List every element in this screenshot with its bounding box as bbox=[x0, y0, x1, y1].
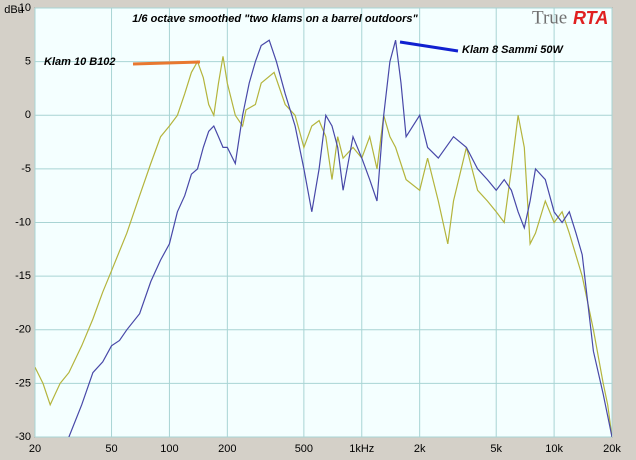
x-tick-label: 500 bbox=[295, 443, 313, 455]
x-tick-label: 10k bbox=[545, 443, 563, 455]
x-tick-label: 200 bbox=[218, 443, 236, 455]
chart-title: 1/6 octave smoothed "two klams on a barr… bbox=[132, 13, 418, 25]
curves bbox=[35, 39, 612, 437]
legend-swatch bbox=[132, 60, 201, 66]
legend-label: Klam 8 Sammi 50W bbox=[462, 44, 564, 56]
x-tick-label: 50 bbox=[105, 443, 117, 455]
logo-rta: RTA bbox=[573, 8, 608, 28]
x-tick-label: 5k bbox=[490, 443, 502, 455]
x-tick-label: 1kHz bbox=[349, 443, 374, 455]
legend-swatch bbox=[399, 40, 459, 53]
x-tick-label: 20k bbox=[603, 443, 621, 455]
y-tick-label: -25 bbox=[15, 377, 31, 389]
x-tick-label: 100 bbox=[160, 443, 178, 455]
y-tick-label: -10 bbox=[15, 216, 31, 228]
y-axis-label: dBu bbox=[4, 4, 24, 16]
x-tick-label: 20 bbox=[29, 443, 41, 455]
x-tick-label: 2k bbox=[414, 443, 426, 455]
legend-label: Klam 10 B102 bbox=[44, 56, 116, 68]
y-tick-label: -30 bbox=[15, 431, 31, 443]
series-line bbox=[35, 56, 612, 437]
series-line bbox=[68, 39, 612, 437]
y-tick-label: -20 bbox=[15, 324, 31, 336]
y-tick-label: -15 bbox=[15, 270, 31, 282]
y-tick-label: 0 bbox=[25, 109, 31, 121]
y-tick-label: 10 bbox=[19, 2, 31, 14]
y-tick-label: 5 bbox=[25, 56, 31, 68]
logo-true: True bbox=[532, 7, 567, 28]
y-tick-label: -5 bbox=[21, 163, 31, 175]
